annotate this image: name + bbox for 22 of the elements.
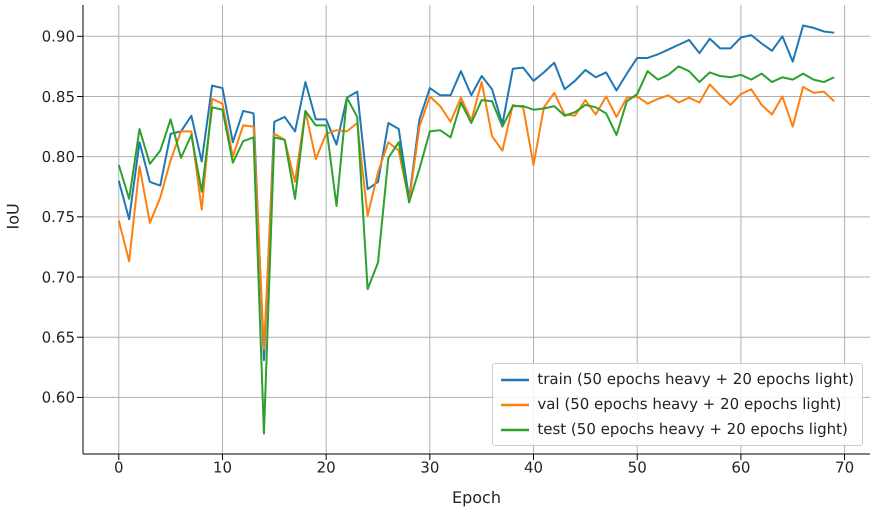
y-tick-label: 0.85: [42, 88, 75, 106]
line-series: [118, 24, 836, 362]
y-tick-label: 0.75: [42, 208, 75, 226]
legend-label: test (50 epochs heavy + 20 epochs light): [537, 419, 848, 440]
x-tick-label: 50: [628, 458, 647, 477]
x-tick-label: 70: [835, 458, 854, 477]
x-tick-label: 60: [731, 458, 750, 477]
y-tick-label: 0.90: [42, 28, 75, 46]
x-tick-label: 10: [212, 458, 232, 477]
x-tick-label: 30: [420, 458, 440, 477]
y-tick-label: 0.70: [42, 268, 75, 286]
line-series: [118, 81, 836, 350]
x-tick-label: 40: [524, 458, 544, 477]
legend-label: train (50 epochs heavy + 20 epochs light): [537, 369, 854, 390]
x-tick-label: 20: [316, 458, 336, 477]
y-tick-label: 0.65: [42, 328, 75, 347]
y-axis-title: IoU: [4, 203, 23, 230]
y-tick-label: 0.80: [42, 148, 75, 166]
x-axis-title: Epoch: [452, 488, 501, 507]
y-tick-label: 0.60: [42, 388, 75, 407]
x-tick-label: 0: [114, 458, 124, 477]
legend-label: val (50 epochs heavy + 20 epochs light): [537, 394, 842, 415]
